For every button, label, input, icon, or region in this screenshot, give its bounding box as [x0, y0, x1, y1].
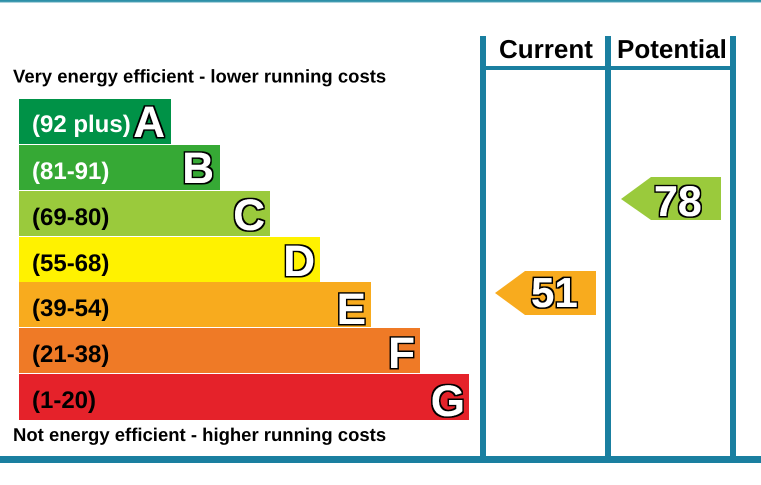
svg-text:G: G	[431, 377, 465, 426]
svg-text:A: A	[133, 98, 165, 147]
svg-text:51: 51	[531, 269, 578, 316]
svg-text:(1-20): (1-20)	[32, 387, 96, 414]
svg-text:F: F	[388, 329, 415, 378]
svg-text:D: D	[283, 237, 315, 286]
svg-text:(55-68): (55-68)	[32, 250, 109, 277]
svg-text:Not energy efficient - higher: Not energy efficient - higher running co…	[13, 424, 386, 445]
svg-text:Very energy efficient - lower: Very energy efficient - lower running co…	[13, 66, 386, 87]
svg-text:E: E	[337, 285, 366, 334]
svg-text:B: B	[182, 144, 214, 193]
svg-text:(81-91): (81-91)	[32, 158, 109, 185]
svg-text:Potential: Potential	[617, 34, 727, 64]
svg-text:C: C	[233, 191, 265, 240]
svg-text:(21-38): (21-38)	[32, 341, 109, 368]
svg-text:(39-54): (39-54)	[32, 295, 109, 322]
svg-text:(69-80): (69-80)	[32, 204, 109, 231]
svg-text:78: 78	[654, 178, 702, 226]
svg-text:(92 plus): (92 plus)	[32, 111, 131, 138]
svg-text:Current: Current	[499, 34, 593, 64]
